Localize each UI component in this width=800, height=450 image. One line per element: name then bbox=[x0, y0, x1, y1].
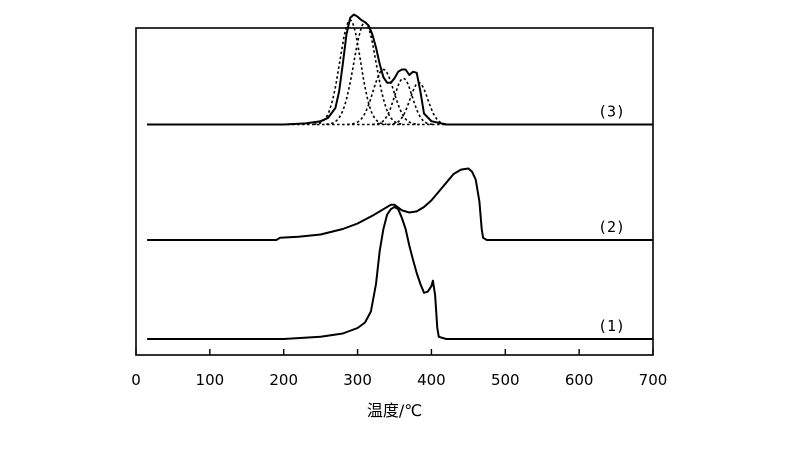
x-tick-label: 700 bbox=[639, 371, 668, 389]
plot-frame bbox=[135, 27, 654, 356]
series-label: (1) bbox=[598, 317, 625, 335]
x-tick-label: 600 bbox=[565, 371, 594, 389]
x-tick-label: 0 bbox=[131, 371, 141, 389]
x-tick-label: 200 bbox=[269, 371, 298, 389]
curves bbox=[147, 13, 653, 340]
x-tick-label: 400 bbox=[417, 371, 446, 389]
x-axis-ticks: 0 100 200 300 400 500 600 700 bbox=[131, 349, 667, 389]
curve-labels: (1) (2) (3) bbox=[598, 103, 625, 336]
fit-peak-curve bbox=[387, 81, 450, 126]
series-label: (3) bbox=[598, 103, 625, 121]
x-axis-title: 温度/℃ bbox=[367, 401, 422, 420]
series-label: (2) bbox=[598, 218, 625, 236]
x-tick-label: 100 bbox=[196, 371, 225, 389]
fit-peak-curve bbox=[313, 19, 387, 126]
fit-peak-curve bbox=[372, 77, 435, 126]
series-line bbox=[147, 167, 653, 241]
x-tick-label: 300 bbox=[343, 371, 372, 389]
x-tick-label: 500 bbox=[491, 371, 520, 389]
series-line bbox=[147, 13, 653, 126]
fit-peak-curve bbox=[347, 68, 420, 126]
series-line bbox=[147, 206, 653, 340]
